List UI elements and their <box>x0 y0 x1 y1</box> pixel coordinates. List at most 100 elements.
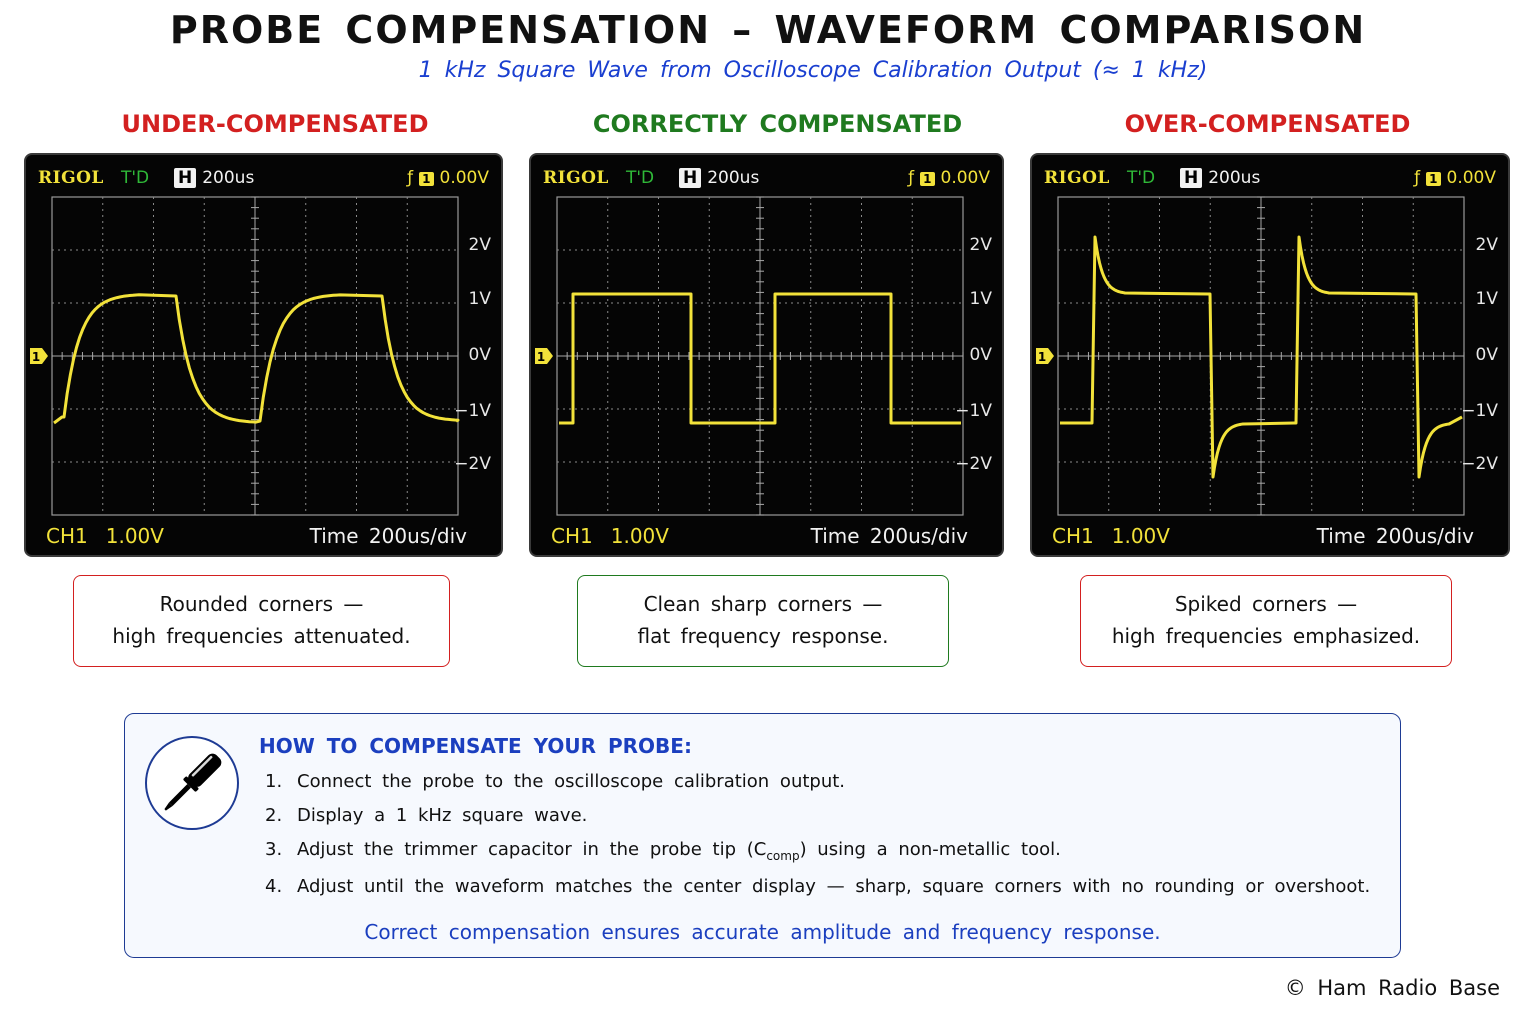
step-number: 3. <box>265 839 283 860</box>
desc-line-2: high frequencies emphasized. <box>1111 624 1421 648</box>
footer-channel-name: CH1 <box>1052 524 1094 548</box>
howto-title: HOW TO COMPENSATE YOUR PROBE: <box>259 734 692 758</box>
desc-box-over: Spiked corners — high frequencies emphas… <box>1080 575 1452 667</box>
step-number: 1. <box>265 771 283 792</box>
waveform-trace <box>1060 235 1463 479</box>
volt-label: 1V <box>969 289 992 309</box>
scope-grid: 1 <box>30 196 460 516</box>
scope-brand: RIGOL <box>1044 168 1110 188</box>
channel-marker <box>1036 348 1054 364</box>
trigger-level: 0.00V <box>439 168 489 188</box>
panel-heading-over: OVER-COMPENSATED <box>1124 110 1411 138</box>
copyright: © Ham Radio Base <box>1284 976 1500 1000</box>
trigger-readout: ƒ 1 0.00V <box>908 168 990 188</box>
panel-heading-correct: CORRECTLY COMPENSATED <box>592 110 963 138</box>
volt-label: 2V <box>1475 235 1498 255</box>
volt-label: −1V <box>955 401 992 421</box>
trigger-channel: 1 <box>1426 172 1441 186</box>
volt-label: −2V <box>454 454 491 474</box>
channel-marker-label: 1 <box>537 350 545 364</box>
desc-line-1: Rounded corners — <box>159 592 364 616</box>
desc-line-2: high frequencies attenuated. <box>112 624 411 648</box>
desc-box-under: Rounded corners — high frequencies atten… <box>73 575 450 667</box>
desc-line-1: Clean sharp corners — <box>643 592 883 616</box>
volt-label: 1V <box>468 289 491 309</box>
footer-time: Time 200us/div <box>1316 524 1474 548</box>
scope-brand: RIGOL <box>38 168 104 188</box>
footer-channel: CH1 1.00V <box>1052 524 1170 548</box>
step-number: 4. <box>265 876 283 897</box>
footer-channel-scale: 1.00V <box>610 524 669 548</box>
timebase-readout: H 200us <box>174 168 254 188</box>
howto-note: Correct compensation ensures accurate am… <box>364 920 1161 944</box>
channel-marker <box>30 348 48 364</box>
waveform-trace <box>559 292 961 425</box>
timebase-readout: H 200us <box>679 168 759 188</box>
trigger-icon: ƒ <box>908 168 915 188</box>
scope-screen-correct: 1 RIGOL T'D H 200us ƒ 1 0.00V 2V 1V 0V −1V −2V CH1 1.0… <box>529 153 1004 557</box>
volt-label: −2V <box>955 454 992 474</box>
trigger-channel: 1 <box>920 172 935 186</box>
timebase-readout: H 200us <box>1180 168 1260 188</box>
step-text: Connect the probe to the oscilloscope ca… <box>297 771 846 792</box>
volt-label: 0V <box>468 345 491 365</box>
waveform-trace <box>53 293 460 425</box>
footer-channel-scale: 1.00V <box>1111 524 1170 548</box>
volt-label: 0V <box>1475 345 1498 365</box>
step-text-sub: comp <box>766 848 800 863</box>
page-subtitle: 1 kHz Square Wave from Oscilloscope Cali… <box>418 58 1208 83</box>
volt-label: 2V <box>468 235 491 255</box>
howto-step: 1. Connect the probe to the oscilloscope … <box>265 771 845 792</box>
trigger-readout: ƒ 1 0.00V <box>407 168 489 188</box>
footer-channel-name: CH1 <box>46 524 88 548</box>
volt-label: −1V <box>1461 401 1498 421</box>
step-text-post: ) using a non-metallic tool. <box>799 839 1061 860</box>
step-text-pre: Adjust the trimmer capacitor in the prob… <box>297 839 767 860</box>
timebase-value: 200us <box>707 168 760 188</box>
scope-screen-under: 1 RIGOL T'D H 200us ƒ 1 0.00V 2V 1V 0V −1V −2V CH1 1.0… <box>24 153 503 557</box>
desc-line-1: Spiked corners — <box>1174 592 1358 616</box>
footer-channel: CH1 1.00V <box>46 524 164 548</box>
trigger-mode: T'D <box>1127 168 1156 188</box>
trigger-readout: ƒ 1 0.00V <box>1414 168 1496 188</box>
h-label: H <box>174 168 197 188</box>
howto-step: 3. Adjust the trimmer capacitor in the pr… <box>265 839 1061 863</box>
trigger-mode: T'D <box>121 168 150 188</box>
step-number: 2. <box>265 805 283 826</box>
scope-brand: RIGOL <box>543 168 609 188</box>
h-label: H <box>1180 168 1203 188</box>
trigger-level: 0.00V <box>940 168 990 188</box>
volt-label: 0V <box>969 345 992 365</box>
footer-channel-name: CH1 <box>551 524 593 548</box>
channel-marker <box>535 348 553 364</box>
volt-label: 1V <box>1475 289 1498 309</box>
screwdriver-icon <box>145 736 239 830</box>
volt-label: −2V <box>1461 454 1498 474</box>
trigger-icon: ƒ <box>1414 168 1421 188</box>
footer-time: Time 200us/div <box>810 524 968 548</box>
footer-time: Time 200us/div <box>309 524 467 548</box>
panel-heading-under: UNDER-COMPENSATED <box>121 110 429 138</box>
footer-channel-scale: 1.00V <box>105 524 164 548</box>
trigger-mode: T'D <box>626 168 655 188</box>
timebase-value: 200us <box>1208 168 1261 188</box>
page-title: PROBE COMPENSATION – WAVEFORM COMPARISON <box>169 8 1367 52</box>
howto-step: 4. Adjust until the waveform matches the … <box>265 876 1370 897</box>
desc-line-2: flat frequency response. <box>637 624 889 648</box>
scope-grid: 1 <box>535 196 964 516</box>
channel-marker-label: 1 <box>1038 350 1046 364</box>
desc-box-correct: Clean sharp corners — flat frequency res… <box>577 575 949 667</box>
trigger-channel: 1 <box>419 172 434 186</box>
howto-step: 2. Display a 1 kHz square wave. <box>265 805 587 826</box>
trigger-level: 0.00V <box>1446 168 1496 188</box>
volt-label: 2V <box>969 235 992 255</box>
volt-label: −1V <box>454 401 491 421</box>
howto-box: HOW TO COMPENSATE YOUR PROBE: 1. Connect … <box>124 713 1401 958</box>
scope-screen-over: 1 RIGOL T'D H 200us ƒ 1 0.00V 2V 1V 0V −1V −2V CH1 1.0… <box>1030 153 1510 557</box>
trigger-icon: ƒ <box>407 168 414 188</box>
channel-marker-label: 1 <box>32 350 40 364</box>
h-label: H <box>679 168 702 188</box>
step-text: Adjust until the waveform matches the ce… <box>297 876 1371 897</box>
scope-grid: 1 <box>1036 196 1465 516</box>
step-text: Display a 1 kHz square wave. <box>297 805 588 826</box>
